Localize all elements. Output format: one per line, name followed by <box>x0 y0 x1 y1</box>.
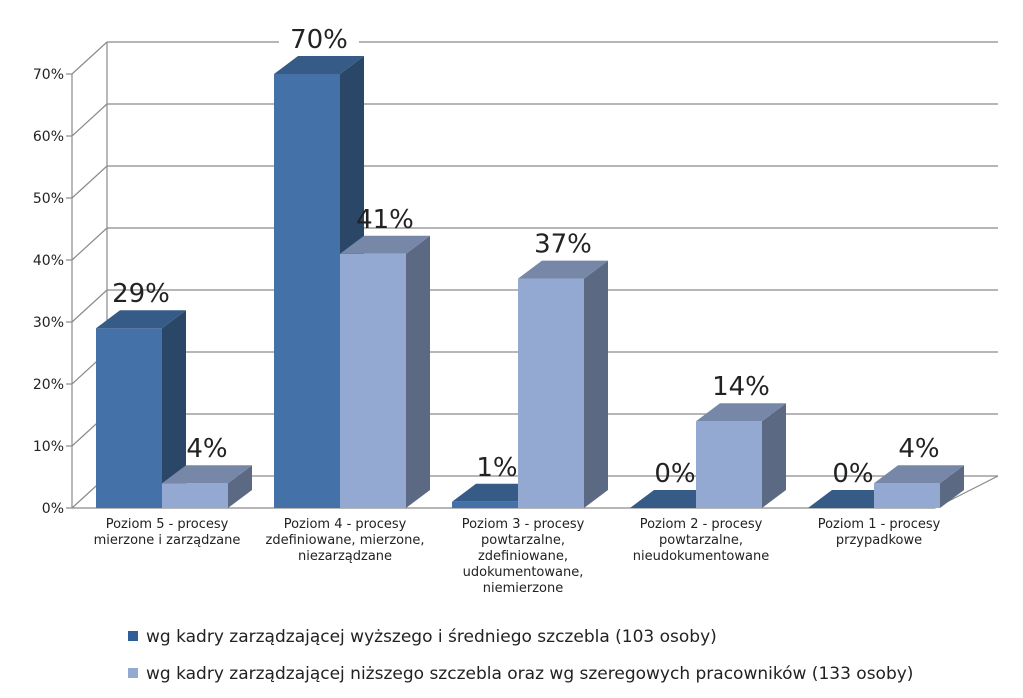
bar-top-s2-c2 <box>340 235 430 254</box>
legend-swatch-series-2 <box>128 668 138 678</box>
legend-label-series-2: wg kadry zarządzającej niższego szczebla… <box>146 664 914 684</box>
legend-swatch-series-1 <box>128 631 138 641</box>
data-label-s2-c1: 4% <box>186 434 227 464</box>
category-label-5: Poziom 1 - procesy przypadkowe <box>817 517 941 548</box>
y-tick-label: 60% <box>33 129 64 145</box>
y-tick-label: 30% <box>33 315 64 331</box>
data-label-s2-c3: 37% <box>534 230 592 260</box>
data-label-s2-c2: 41% <box>356 205 414 235</box>
data-labels: 29% 4% 70% 41% 1% 37% 0% 14% 0% 4% <box>112 22 940 489</box>
data-label-s1-c4: 0% <box>654 459 695 489</box>
bar-top-s2-c5 <box>874 465 964 484</box>
gridline-side <box>71 227 108 261</box>
y-tick-label: 50% <box>33 191 64 207</box>
bar-top-s1-c2 <box>274 56 364 74</box>
category-label-4: Poziom 2 - procesy powtarzalne, nieudoku… <box>632 517 770 564</box>
data-label-s1-c2: 70% <box>290 25 348 55</box>
legend-label-series-1: wg kadry zarządzającej wyższego i średni… <box>146 627 717 647</box>
category-label-2: Poziom 4 - procesy zdefiniowane, mierzon… <box>265 517 425 564</box>
bar-front-s2-c5 <box>874 483 940 508</box>
category-label-3: Poziom 3 - procesy powtarzalne, zdefinio… <box>461 517 585 596</box>
bar-side-s2-c3 <box>584 260 608 508</box>
y-tick-label: 10% <box>33 439 64 455</box>
legend-item-series-1: wg kadry zarządzającej wyższego i średni… <box>128 627 717 647</box>
data-label-s1-c1: 29% <box>112 279 170 309</box>
gridline-side <box>71 41 108 75</box>
bar-top-s2-c1 <box>162 465 252 484</box>
bar-front-s2-c1 <box>162 483 228 508</box>
bar-top-s1-c1 <box>96 310 186 329</box>
gridline-side <box>71 289 108 323</box>
gridline-side <box>71 103 108 137</box>
y-axis-ticks: 0% 10% 20% 30% 40% 50% 60% 70% <box>33 67 72 517</box>
data-label-s1-c5: 0% <box>832 459 873 489</box>
bar-front-s1-c1 <box>96 328 162 508</box>
bar-side-s2-c5 <box>940 465 964 508</box>
y-tick-label: 20% <box>33 377 64 393</box>
bar-side-s1-c1 <box>162 310 186 508</box>
data-label-s2-c4: 14% <box>712 372 770 402</box>
data-label-bg <box>279 22 359 54</box>
bar-top-s2-c4 <box>696 403 786 422</box>
legend-item-series-2: wg kadry zarządzającej niższego szczebla… <box>128 664 913 684</box>
y-tick-label: 70% <box>33 67 64 83</box>
y-tick-label: 40% <box>33 253 64 269</box>
bar-front-s1-c2 <box>274 74 340 508</box>
bar-front-s2-c4 <box>696 421 762 508</box>
gridline-side <box>71 165 108 199</box>
bar-side-s2-c2 <box>406 235 430 509</box>
bar-side-s2-c4 <box>762 403 786 508</box>
category-label-1: Poziom 5 - procesy mierzone i zarządzane <box>93 517 241 548</box>
y-tick-label: 0% <box>42 501 64 517</box>
data-label-s2-c5: 4% <box>898 434 939 464</box>
bar-front-s2-c2 <box>340 253 406 508</box>
bars <box>96 56 964 509</box>
bar-top-s2-c3 <box>518 260 608 279</box>
data-label-s1-c3: 1% <box>476 453 517 483</box>
bar-front-s1-c3 <box>452 501 518 508</box>
bar-side-s2-c1 <box>228 465 252 508</box>
bar-front-s2-c3 <box>518 278 584 508</box>
